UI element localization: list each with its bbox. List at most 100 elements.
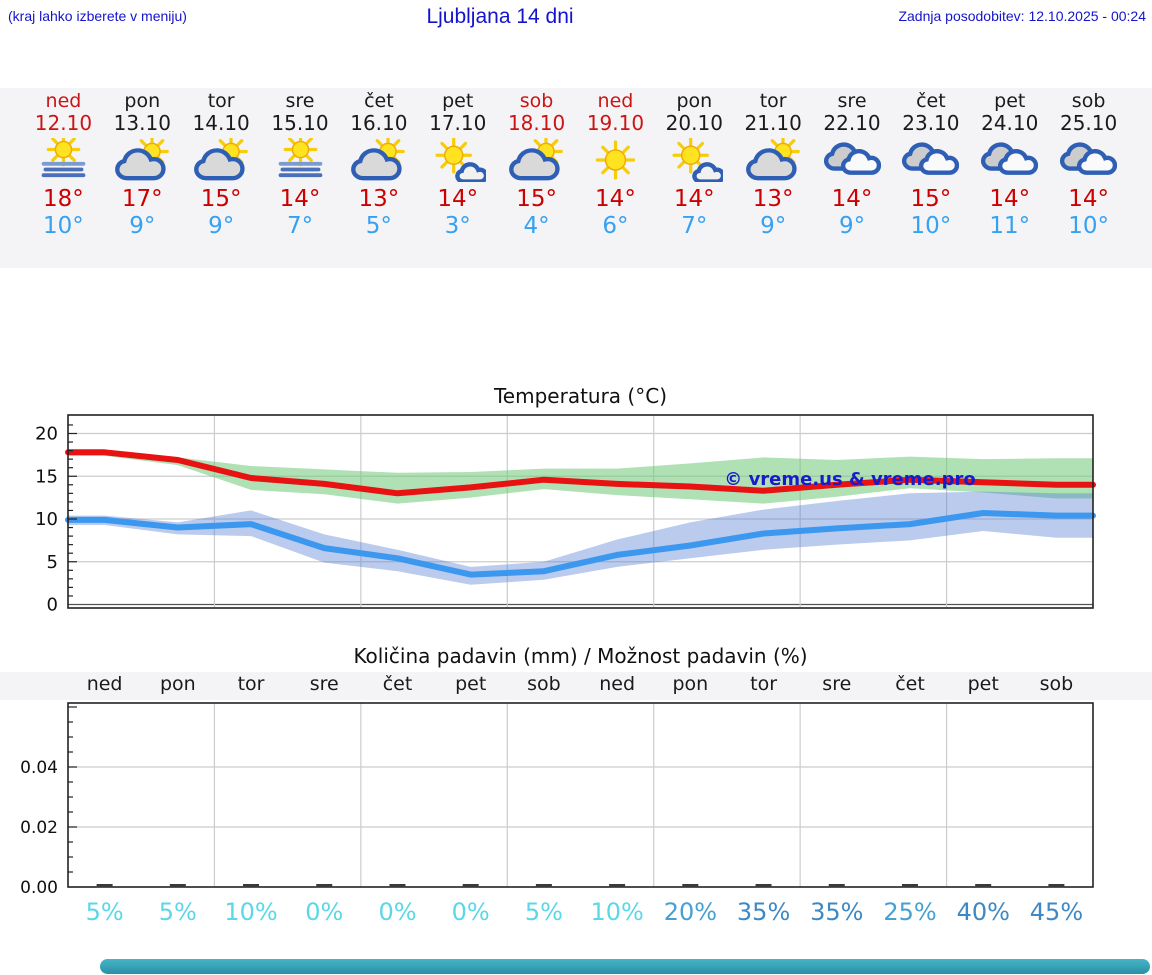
daily-forecast-strip: ned 12.10 18° 10° pon 13.10 17° 9° tor 14.10 15° 9°… bbox=[0, 88, 1152, 268]
mostly-sunny bbox=[672, 138, 723, 182]
min-temp-label: 3° bbox=[444, 213, 471, 239]
min-temp-line bbox=[65, 510, 1096, 578]
max-temp-label: 13° bbox=[358, 186, 400, 212]
day-date-label: 25.10 bbox=[1059, 111, 1118, 135]
day-column[interactable]: ned 19.10 14° 6° bbox=[576, 91, 655, 268]
precip-bar bbox=[609, 884, 626, 888]
sun-fog bbox=[41, 138, 86, 178]
day-name-label: pon bbox=[124, 90, 161, 112]
max-temp-label: 14° bbox=[673, 186, 715, 212]
day-column[interactable]: sob 25.10 14° 10° bbox=[1049, 91, 1128, 268]
precip-probability-label: 25% bbox=[883, 898, 937, 926]
day-date-label: 14.10 bbox=[192, 111, 250, 135]
day-name-label: sob bbox=[1071, 90, 1106, 112]
min-temp-label: 9° bbox=[208, 213, 235, 239]
day-name-label: sob bbox=[519, 90, 554, 112]
day-date-label: 17.10 bbox=[429, 111, 487, 135]
day-name-label: sre bbox=[285, 90, 315, 112]
day-column[interactable]: sob 18.10 15° 4° bbox=[497, 91, 576, 268]
temperature-chart: 0 5 10 15 20 © vreme.us & vreme.pro bbox=[35, 414, 1096, 616]
sunny bbox=[595, 140, 636, 180]
max-temp-label: 15° bbox=[910, 186, 952, 212]
precip-day-labels-band: ned pon tor sre čet pet sob ned pon tor sre čet pet s… bbox=[0, 672, 1152, 700]
day-date-label: 20.10 bbox=[665, 111, 723, 135]
day-column[interactable]: pet 17.10 14° 3° bbox=[418, 91, 497, 268]
precip-day-label: ned bbox=[599, 673, 636, 695]
day-name-label: ned bbox=[597, 90, 634, 112]
sun-fog bbox=[278, 138, 322, 178]
day-column[interactable]: sre 15.10 14° 7° bbox=[261, 91, 340, 268]
day-column[interactable]: ned 12.10 18° 10° bbox=[24, 91, 103, 268]
precip-axis-tick-label: 0.00 bbox=[20, 878, 58, 898]
weather-icon-slot bbox=[261, 135, 340, 185]
precip-probability-label: 45% bbox=[1029, 898, 1084, 926]
day-date-label: 22.10 bbox=[823, 111, 881, 135]
max-temp-label: 15° bbox=[200, 186, 242, 212]
precip-probability-label: 0% bbox=[451, 898, 490, 926]
weather-icon-slot bbox=[24, 135, 103, 185]
max-temp-label: 14° bbox=[989, 186, 1031, 212]
partly-cloudy bbox=[745, 138, 800, 181]
menu-hint-label: (kraj lahko izberete v meniju) bbox=[8, 8, 187, 24]
precip-day-label: tor bbox=[237, 673, 265, 695]
precip-bar bbox=[755, 884, 772, 888]
precip-bar bbox=[169, 884, 186, 888]
precip-bar bbox=[462, 884, 479, 888]
horizontal-scrollbar-thumb[interactable] bbox=[100, 959, 1150, 974]
precip-bar bbox=[1048, 884, 1065, 888]
temp-axis-tick-label: 0 bbox=[47, 595, 58, 616]
weather-icon-slot bbox=[339, 135, 418, 185]
day-date-label: 24.10 bbox=[981, 111, 1039, 135]
max-temp-line bbox=[65, 449, 1096, 497]
day-date-label: 15.10 bbox=[271, 111, 329, 135]
day-column[interactable]: čet 23.10 15° 10° bbox=[891, 91, 970, 268]
precip-probability-label: 35% bbox=[810, 898, 864, 926]
precip-probability-label: 5% bbox=[524, 898, 563, 926]
max-temp-label: 15° bbox=[516, 186, 557, 212]
partly-cloudy bbox=[509, 138, 563, 181]
last-update-label: Zadnja posodobitev: 12.10.2025 - 00:24 bbox=[898, 8, 1146, 24]
day-column[interactable]: pet 24.10 14° 11° bbox=[970, 91, 1049, 268]
day-column[interactable]: pon 13.10 17° 9° bbox=[103, 91, 182, 268]
precip-probability-label: 0% bbox=[305, 898, 344, 926]
precip-bar bbox=[535, 884, 552, 888]
weather-icon-slot bbox=[182, 135, 261, 185]
day-column[interactable]: tor 14.10 15° 9° bbox=[182, 91, 261, 268]
min-temp-label: 11° bbox=[989, 213, 1031, 239]
temp-axis-tick-label: 20 bbox=[35, 424, 58, 445]
cloudy bbox=[823, 142, 881, 175]
day-date-label: 23.10 bbox=[902, 111, 960, 135]
max-temp-label: 14° bbox=[279, 186, 321, 212]
day-column[interactable]: pon 20.10 14° 7° bbox=[655, 91, 734, 268]
precip-probability-row: 5% 5% 10% 0% 0% 0% 5% 10% 20% 35% 35% 25% 40% 45% bbox=[68, 898, 1093, 926]
precip-probability-label: 5% bbox=[158, 898, 197, 926]
day-date-label: 18.10 bbox=[507, 111, 566, 135]
weather-icon-slot bbox=[734, 135, 813, 185]
day-column[interactable]: čet 16.10 13° 5° bbox=[339, 91, 418, 268]
precipitation-chart-title: Količina padavin (mm) / Možnost padavin … bbox=[353, 644, 808, 668]
precip-day-label: pet bbox=[455, 673, 487, 695]
max-temp-label: 17° bbox=[121, 186, 163, 212]
day-name-label: ned bbox=[45, 90, 82, 112]
min-temp-uncertainty-band bbox=[68, 491, 1093, 585]
precip-probability-label: 35% bbox=[736, 898, 791, 926]
precip-bar bbox=[682, 884, 699, 888]
temp-axis-tick-label: 15 bbox=[35, 466, 58, 487]
weather-icon-slot bbox=[813, 135, 892, 185]
cloudy bbox=[902, 142, 960, 175]
precip-day-label: sre bbox=[822, 673, 852, 695]
day-column[interactable]: sre 22.10 14° 9° bbox=[813, 91, 892, 268]
precip-bar bbox=[243, 884, 260, 888]
precip-day-label: sre bbox=[309, 673, 339, 695]
max-temp-label: 13° bbox=[752, 186, 794, 212]
page-title: Ljubljana 14 dni bbox=[426, 5, 574, 28]
min-temp-label: 9° bbox=[838, 213, 866, 239]
precip-probability-label: 0% bbox=[378, 898, 417, 926]
day-column[interactable]: tor 21.10 13° 9° bbox=[734, 91, 813, 268]
precip-probability-label: 10% bbox=[590, 898, 644, 926]
max-temp-uncertainty-band bbox=[68, 449, 1093, 504]
day-date-label: 12.10 bbox=[34, 111, 93, 135]
weather-icon-slot bbox=[418, 135, 497, 185]
min-temp-label: 9° bbox=[760, 213, 787, 239]
